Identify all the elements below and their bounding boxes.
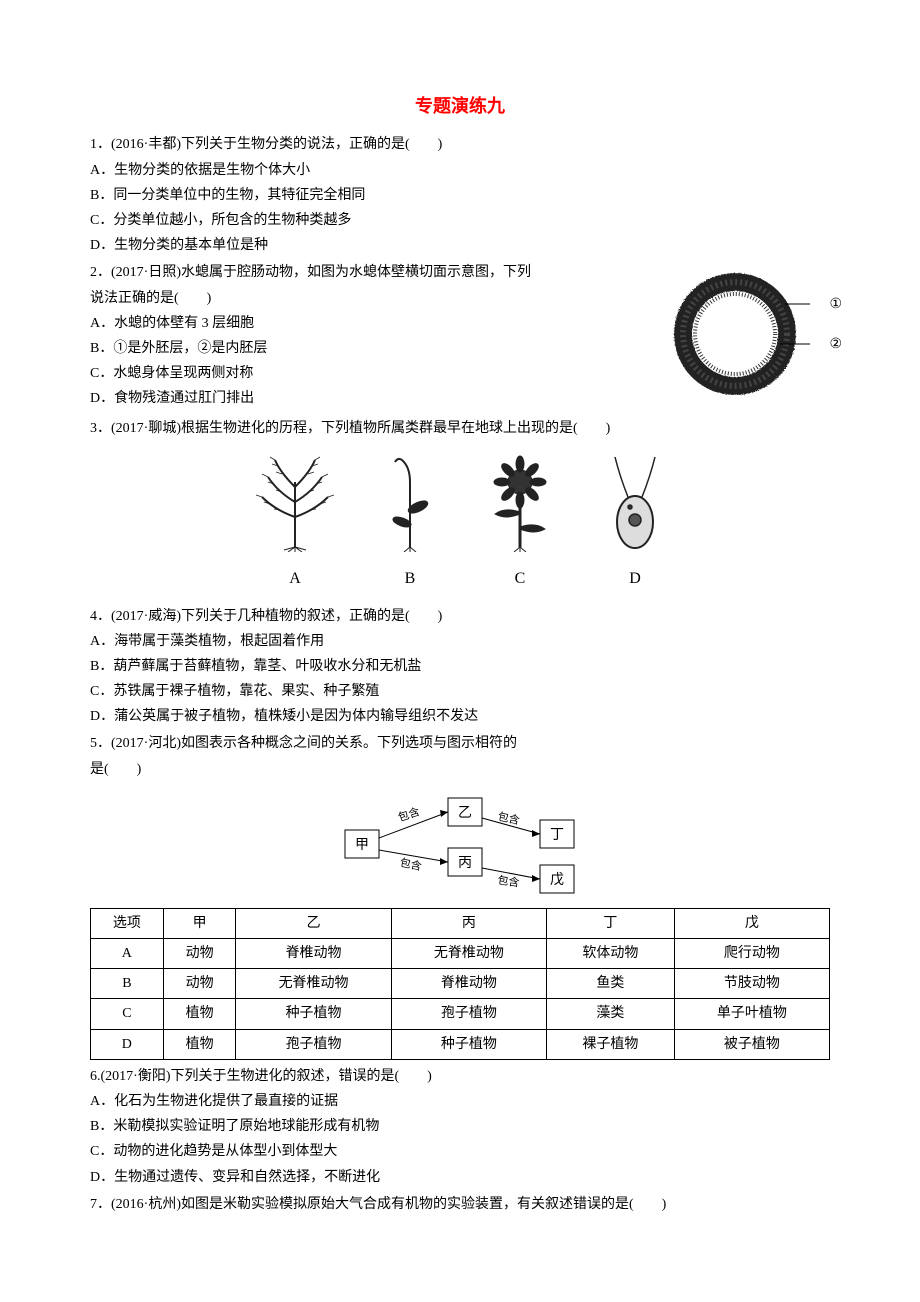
q5: 5．(2017·河北)如图表示各种概念之间的关系。下列选项与图示相符的 是( )… [90,731,830,1059]
q3: 3．(2017·聊城)根据生物进化的历程，下列植物所属类群最早在地球上出现的是(… [90,416,830,593]
table-cell: 植物 [163,1029,236,1059]
hydra-diagram: ① ② [670,264,830,414]
table-cell: B [91,969,164,999]
table-header: 乙 [236,908,391,938]
table-cell: 鱼类 [546,969,674,999]
table-row: B动物无脊椎动物脊椎动物鱼类节肢动物 [91,969,830,999]
table-header: 丙 [391,908,546,938]
q4-A: A．海带属于藻类植物，根起固着作用 [90,629,830,654]
sprout-icon [380,452,440,552]
table-cell: C [91,999,164,1029]
q1-A: A．生物分类的依据是生物个体大小 [90,158,830,183]
label-2: ② [829,332,842,357]
table-cell: 种子植物 [236,999,391,1029]
q6-C: C．动物的进化趋势是从体型小到体型大 [90,1139,830,1164]
q4-C: C．苏铁属于裸子植物，靠花、果实、种子繁殖 [90,679,830,704]
table-cell: 动物 [163,939,236,969]
plant-D: D [600,452,670,594]
table-cell: 爬行动物 [674,939,829,969]
q6: 6.(2017·衡阳)下列关于生物进化的叙述，错误的是( ) A．化石为生物进化… [90,1064,830,1190]
table-header: 甲 [163,908,236,938]
table-cell: 软体动物 [546,939,674,969]
concept-tree: 甲 乙 丙 丁 戊 包含 包含 包含 包含 [90,790,830,900]
q5-stem1: 5．(2017·河北)如图表示各种概念之间的关系。下列选项与图示相符的 [90,731,830,756]
table-cell: 藻类 [546,999,674,1029]
hydra-ring-svg [670,264,810,404]
alga-icon [600,452,670,552]
table-row: D植物孢子植物种子植物裸子植物被子植物 [91,1029,830,1059]
table-cell: 无脊椎动物 [236,969,391,999]
fern-icon [250,452,340,552]
table-cell: 植物 [163,999,236,1029]
tree-svg: 甲 乙 丙 丁 戊 包含 包含 包含 包含 [330,790,590,900]
svg-text:包含: 包含 [396,804,421,824]
q1-stem: 1．(2016·丰都)下列关于生物分类的说法，正确的是( ) [90,132,830,157]
plant-A-label: A [250,565,340,594]
q2: ① ② 2．(2017·日照)水螅属于腔肠动物，如图为水螅体壁横切面示意图，下列… [90,260,830,414]
plant-C: C [480,452,560,594]
node-yi: 乙 [458,805,472,821]
plant-D-label: D [600,565,670,594]
q6-D: D．生物通过遗传、变异和自然选择，不断进化 [90,1165,830,1190]
table-header: 戊 [674,908,829,938]
table-cell: 单子叶植物 [674,999,829,1029]
plant-B-label: B [380,565,440,594]
table-header: 选项 [91,908,164,938]
node-bing: 丙 [458,856,472,871]
node-wu: 戊 [550,872,564,888]
table-cell: 无脊椎动物 [391,939,546,969]
svg-text:包含: 包含 [497,809,521,827]
page-title: 专题演练九 [90,90,830,122]
q6-B: B．米勒模拟实验证明了原始地球能形成有机物 [90,1114,830,1139]
table-cell: 脊椎动物 [236,939,391,969]
node-ding: 丁 [550,828,564,843]
label-1: ① [829,292,842,317]
q5-table: 选项甲乙丙丁戊 A动物脊椎动物无脊椎动物软体动物爬行动物B动物无脊椎动物脊椎动物… [90,908,830,1060]
q3-stem: 3．(2017·聊城)根据生物进化的历程，下列植物所属类群最早在地球上出现的是(… [90,416,830,441]
sunflower-icon [480,452,560,552]
q6-stem: 6.(2017·衡阳)下列关于生物进化的叙述，错误的是( ) [90,1064,830,1089]
table-cell: 被子植物 [674,1029,829,1059]
table-row: A动物脊椎动物无脊椎动物软体动物爬行动物 [91,939,830,969]
table-cell: 孢子植物 [236,1029,391,1059]
table-cell: 种子植物 [391,1029,546,1059]
q5-stem2: 是( ) [90,757,830,782]
node-jia: 甲 [355,838,369,853]
svg-text:包含: 包含 [399,855,423,873]
q7-stem: 7．(2016·杭州)如图是米勒实验模拟原始大气合成有机物的实验装置，有关叙述错… [90,1192,830,1217]
table-cell: D [91,1029,164,1059]
plants-row: A B [90,452,830,594]
table-cell: 节肢动物 [674,969,829,999]
q4-stem: 4．(2017·威海)下列关于几种植物的叙述，正确的是( ) [90,604,830,629]
q4-D: D．蒲公英属于被子植物，植株矮小是因为体内输导组织不发达 [90,704,830,729]
table-cell: 脊椎动物 [391,969,546,999]
table-cell: 动物 [163,969,236,999]
q1: 1．(2016·丰都)下列关于生物分类的说法，正确的是( ) A．生物分类的依据… [90,132,830,258]
q4-B: B．葫芦藓属于苔藓植物，靠茎、叶吸收水分和无机盐 [90,654,830,679]
q7: 7．(2016·杭州)如图是米勒实验模拟原始大气合成有机物的实验装置，有关叙述错… [90,1192,830,1217]
q1-D: D．生物分类的基本单位是种 [90,233,830,258]
plant-C-label: C [480,565,560,594]
q4: 4．(2017·威海)下列关于几种植物的叙述，正确的是( ) A．海带属于藻类植… [90,604,830,730]
table-row: C植物种子植物孢子植物藻类单子叶植物 [91,999,830,1029]
plant-A: A [250,452,340,594]
table-cell: 裸子植物 [546,1029,674,1059]
q6-A: A．化石为生物进化提供了最直接的证据 [90,1089,830,1114]
q1-C: C．分类单位越小，所包含的生物种类越多 [90,208,830,233]
plant-B: B [380,452,440,594]
q1-B: B．同一分类单位中的生物，其特征完全相同 [90,183,830,208]
table-cell: 孢子植物 [391,999,546,1029]
table-header: 丁 [546,908,674,938]
table-cell: A [91,939,164,969]
